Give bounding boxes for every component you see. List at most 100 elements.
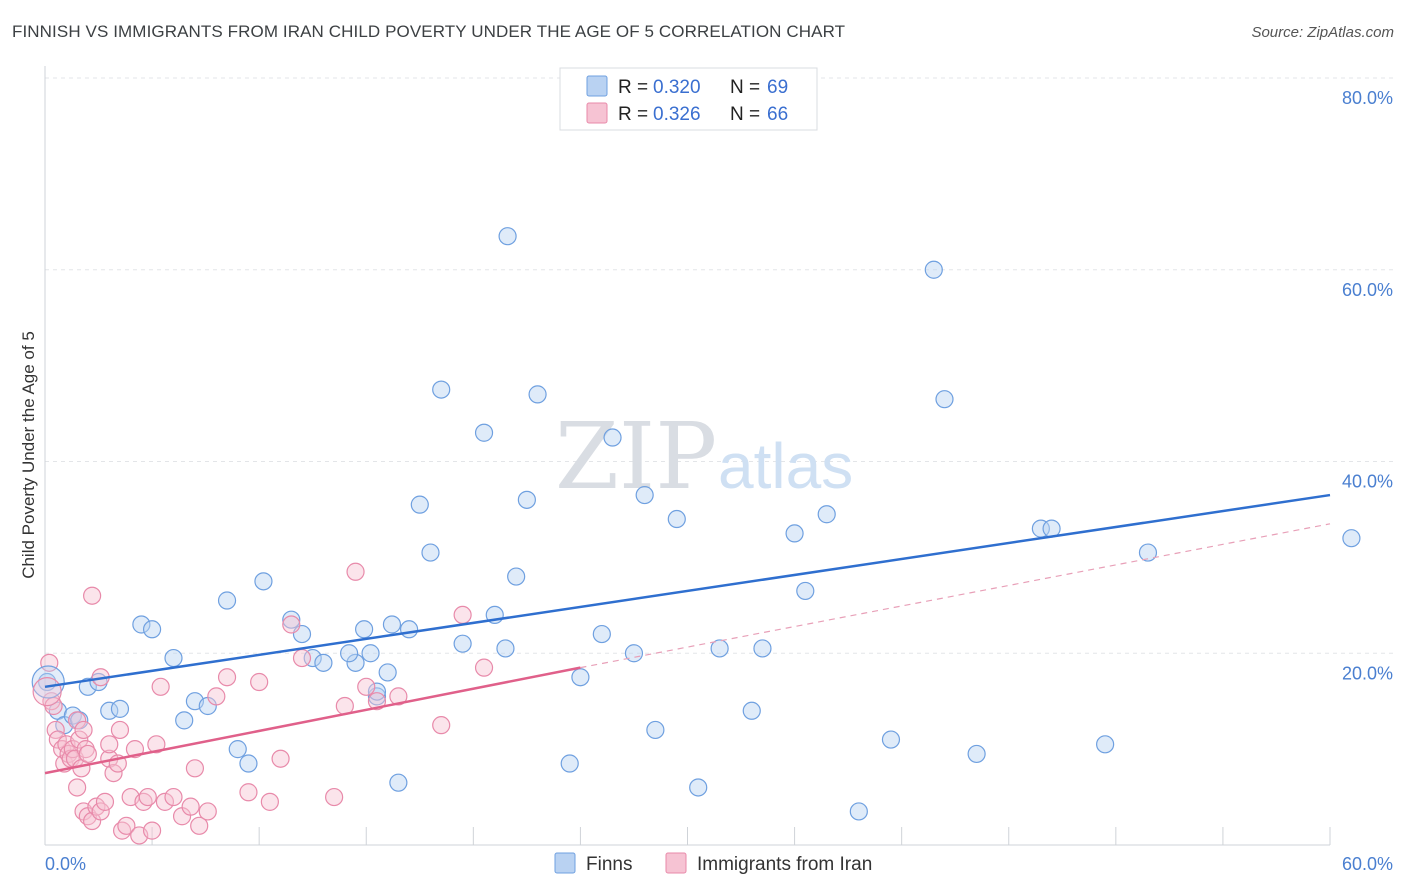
finns-point	[175, 711, 194, 730]
iran-point	[185, 759, 205, 778]
finns-point	[560, 754, 579, 773]
bottom-legend-label-iran: Immigrants from Iran	[697, 854, 872, 875]
finns-trend-line	[44, 493, 1331, 689]
finns-point	[935, 390, 954, 409]
finns-point	[1096, 735, 1115, 754]
finns-point	[239, 754, 258, 773]
finns-point	[340, 644, 359, 663]
iran-point	[83, 586, 102, 605]
finns-point	[1342, 529, 1361, 548]
finns-point	[382, 615, 402, 634]
iran-point	[70, 730, 89, 749]
finns-point	[571, 668, 590, 687]
iran-point	[95, 792, 115, 811]
finns-point	[517, 490, 536, 509]
finns-point	[228, 740, 247, 759]
finns-point	[507, 567, 526, 586]
iran-point	[155, 792, 175, 811]
finns-point	[635, 485, 654, 505]
watermark-atlas: atlas	[718, 430, 853, 502]
iran-point	[357, 677, 376, 696]
finns-point	[110, 699, 130, 718]
finns-point	[710, 639, 729, 658]
grid	[45, 77, 1393, 654]
iran-point	[104, 763, 123, 783]
finns-point	[367, 682, 387, 701]
finns-point	[881, 730, 901, 749]
iran-point	[260, 792, 279, 811]
finns-point	[528, 385, 547, 404]
finns-point	[217, 591, 237, 610]
legend-n-value-finns: 69	[767, 77, 788, 98]
iran-point	[147, 735, 166, 754]
y-tick-label: 60.0%	[1342, 280, 1393, 300]
finns-point	[1138, 543, 1158, 562]
finns-point	[389, 773, 408, 792]
iran-point	[190, 816, 209, 835]
y-axis-label: Child Poverty Under the Age of 5	[19, 331, 38, 579]
bottom-legend-label-finns: Finns	[586, 854, 632, 875]
iran-point	[48, 730, 67, 749]
finns-point	[967, 744, 986, 764]
legend-swatch-iran	[586, 102, 608, 124]
y-tick-label: 20.0%	[1342, 663, 1393, 683]
legend-n-value-iran: 66	[767, 104, 788, 125]
legend-n-label-iran: N =	[730, 104, 760, 125]
iran-point	[100, 735, 119, 754]
iran-point	[181, 797, 200, 816]
bottom-legend-swatch-finns	[554, 852, 576, 874]
iran-trend-extension	[580, 523, 1331, 669]
iran-point	[32, 676, 62, 707]
iran-point	[271, 749, 290, 768]
finns-point	[453, 634, 472, 653]
finns-point	[346, 653, 365, 672]
iran-point	[389, 687, 408, 706]
iran-point	[138, 787, 157, 807]
finns-point	[361, 644, 380, 663]
finns-point	[742, 701, 761, 720]
finns-point	[624, 644, 644, 663]
legend-n-label-finns: N =	[730, 77, 760, 98]
finns-point	[378, 663, 397, 682]
finns-point	[817, 505, 836, 524]
finns-point	[474, 423, 494, 442]
iran-point	[207, 687, 226, 706]
iran-point	[198, 802, 217, 821]
finns-point	[31, 665, 65, 699]
correlation-legend: R = 0.320 N = 69 R = 0.326 N = 66	[559, 67, 818, 131]
y-tick-label: 40.0%	[1342, 472, 1393, 492]
finns-point	[498, 227, 517, 246]
iran-point	[78, 744, 97, 764]
iran-point	[117, 816, 136, 835]
finns-point	[592, 624, 611, 644]
finns-point	[924, 260, 943, 279]
iran-point	[164, 787, 183, 807]
finns-point	[432, 380, 451, 399]
finns-point	[421, 543, 440, 562]
finns-point	[355, 620, 374, 639]
chart-source: Source: ZipAtlas.com	[1251, 24, 1394, 41]
iran-point	[346, 562, 365, 581]
iran-point	[217, 668, 237, 687]
x-tick-label: 0.0%	[45, 854, 86, 874]
finns-point	[667, 509, 686, 529]
trend-lines	[44, 493, 1331, 775]
finns-point	[849, 802, 868, 821]
chart-title: FINNISH VS IMMIGRANTS FROM IRAN CHILD PO…	[12, 22, 846, 41]
iran-point	[367, 692, 387, 711]
finns-point	[132, 615, 151, 634]
y-tick-label: 80.0%	[1342, 88, 1393, 108]
finns-point	[753, 639, 772, 658]
finns-point	[496, 639, 515, 658]
finns-point	[254, 572, 273, 591]
iran-point	[474, 658, 494, 677]
iran-point	[151, 677, 170, 696]
iran-point	[282, 615, 301, 634]
watermark: ZIP atlas	[555, 403, 853, 510]
series-legend: Finns Immigrants from Iran	[554, 852, 872, 875]
finns-point	[796, 581, 815, 601]
legend-r-label-finns: R =	[618, 77, 648, 98]
iran-point	[142, 821, 162, 840]
bottom-legend-swatch-iran	[665, 852, 687, 874]
